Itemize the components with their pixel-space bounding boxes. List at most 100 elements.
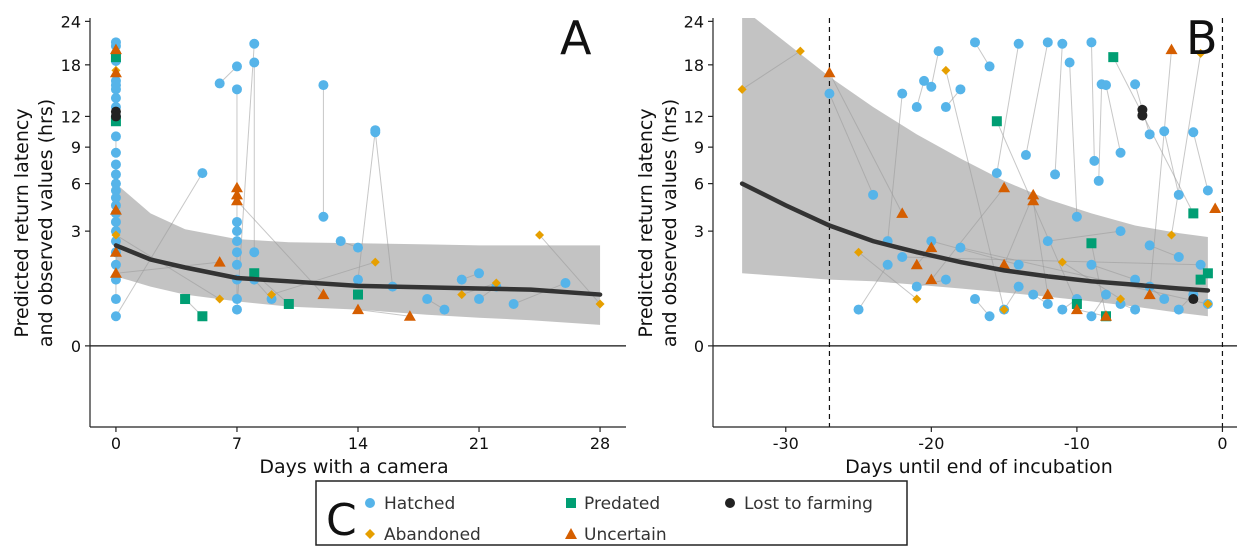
panel-a-point-lost-to-farming [110,111,121,122]
panel-b-point-hatched [1173,189,1184,200]
legend-marker-lost-to-farming [725,498,735,508]
panel-b-point-hatched [1086,37,1097,48]
panel-b-point-uncertain [925,273,938,285]
panel-b-point-hatched [1159,294,1170,305]
panel-a-x-tick-label: 7 [232,434,242,453]
panel-b-point-hatched [1115,226,1126,237]
panel-a-point-hatched [474,294,485,305]
panel-a-trajectory-line [374,132,394,287]
panel-a-point-abandoned [215,294,225,304]
panel-b-trajectory-line [829,72,903,214]
panel-a-x-tick-label: 14 [348,434,368,453]
panel-b-point-uncertain [1027,194,1040,206]
panel-b-point-hatched [955,84,966,95]
panel-b-trajectory-line [1163,131,1180,195]
panel-b-point-uncertain [1027,188,1040,200]
panel-a-x-tick-label: 0 [111,434,121,453]
panel-b-series-lost-to-farming [1137,104,1199,305]
panel-b-point-predated [1108,52,1119,63]
panel-a-point-hatched [231,226,242,237]
panel-a-point-hatched [335,236,346,247]
panel-a-point-hatched [110,169,121,180]
panel-a-point-hatched [370,127,381,138]
panel-a-series-uncertain [109,43,416,321]
panel-b-point-hatched [853,304,864,315]
panel-b-point-abandoned [795,46,805,56]
panel-a-trajectory-line [115,234,220,300]
panel-a-point-hatched [231,304,242,315]
panel-b-point-abandoned [737,84,747,94]
panel-a-trajectory-line [271,261,376,296]
panel-b-y-tick-label: 0 [694,337,704,356]
panel-a-letter: A [560,11,592,65]
panel-b-y-axis-title-line1: Predicted return latency [635,108,657,337]
panel-b-series-uncertain [823,43,1222,321]
panel-b-trajectories [741,42,1209,317]
panel-b-point-hatched [1188,127,1199,138]
panel-b-y-tick-label: 3 [694,222,704,241]
panel-a-point-hatched [353,242,363,253]
panel-a-point-hatched [110,294,121,305]
panel-b-point-hatched [1089,155,1100,166]
panel-b-point-hatched [1202,185,1213,196]
panel-a-x-tick-label: 21 [469,434,489,453]
panel-b-trajectory-line [1069,62,1078,217]
panel-b-trajectory-line [1091,264,1136,281]
legend-letter: C [326,495,357,546]
panel-a-point-uncertain [317,288,330,300]
legend-marker-predated [566,498,576,508]
panel-a-trajectory-line [115,172,203,317]
panel-b-y-tick-label: 24 [684,12,704,31]
panel-a-chart: 0 3 6 9 12 18 24 0 7 14 21 28 A Predicted return la… [11,11,626,478]
panel-b-x-tick-label: 0 [1217,434,1227,453]
panel-a-point-predated [353,289,363,300]
panel-b-point-hatched [1086,311,1097,322]
panel-b-point-uncertain [1209,202,1222,214]
panel-a-point-hatched [231,294,242,305]
panel-a-point-hatched [214,78,225,89]
panel-b-plot-area: 0 3 6 9 12 18 24 -30 -20 -10 0 [684,12,1237,453]
panel-a-point-abandoned [595,299,605,309]
panel-b-point-hatched [1101,289,1111,300]
panel-b-point-hatched [1050,169,1061,180]
legend-label-abandoned: Abandoned [384,525,481,545]
panel-b-point-abandoned [941,65,951,75]
panel-a-point-hatched [231,61,242,72]
panel-b-point-hatched [1130,304,1141,315]
panel-a-point-hatched [439,304,450,315]
panel-b-point-hatched [911,281,922,292]
panel-b-point-hatched [955,242,966,253]
panel-b-series-abandoned [737,46,1213,315]
panel-b-trajectory-line [930,187,1005,280]
panel-b-y-tick-label: 12 [684,107,704,126]
panel-b-trajectory-line [858,251,918,300]
panel-b-point-abandoned [999,305,1009,315]
panel-b-point-hatched [1101,80,1111,91]
panel-a-plot-area: 0 3 6 9 12 18 24 0 7 14 21 28 [61,12,626,453]
panel-a-point-hatched [560,278,571,289]
panel-b-point-predated [1202,268,1213,279]
panel-a-series-lost-to-farming [110,106,121,122]
panel-b-point-hatched [1159,126,1170,137]
panel-a-point-predated [249,268,260,279]
panel-b-trajectory-line [1054,43,1063,175]
panel-a-point-hatched [110,236,121,247]
panel-b-point-predated [991,116,1002,127]
panel-b-x-tick-label: -10 [1064,434,1090,453]
panel-b-point-predated [1086,238,1097,249]
panel-a-fit-line [113,243,603,297]
panel-a-point-uncertain [109,204,122,215]
panel-a-point-hatched [197,168,208,179]
panel-b-y-tick-label: 9 [694,138,704,157]
panel-a-point-hatched [110,185,121,196]
panel-b-trajectory-line [1192,132,1209,191]
panel-b-trajectory-line [996,121,1078,305]
panel-a-trajectory-line [357,309,410,317]
panel-b-point-hatched [970,294,980,305]
legend-label-predated: Predated [584,494,660,514]
panel-b-point-uncertain [1070,303,1083,315]
panel-b-point-abandoned [912,294,922,304]
panel-a-y-tick-label: 12 [61,107,81,126]
panel-b-series-hatched [824,37,1213,322]
panel-b-trajectory-line [1090,42,1095,161]
